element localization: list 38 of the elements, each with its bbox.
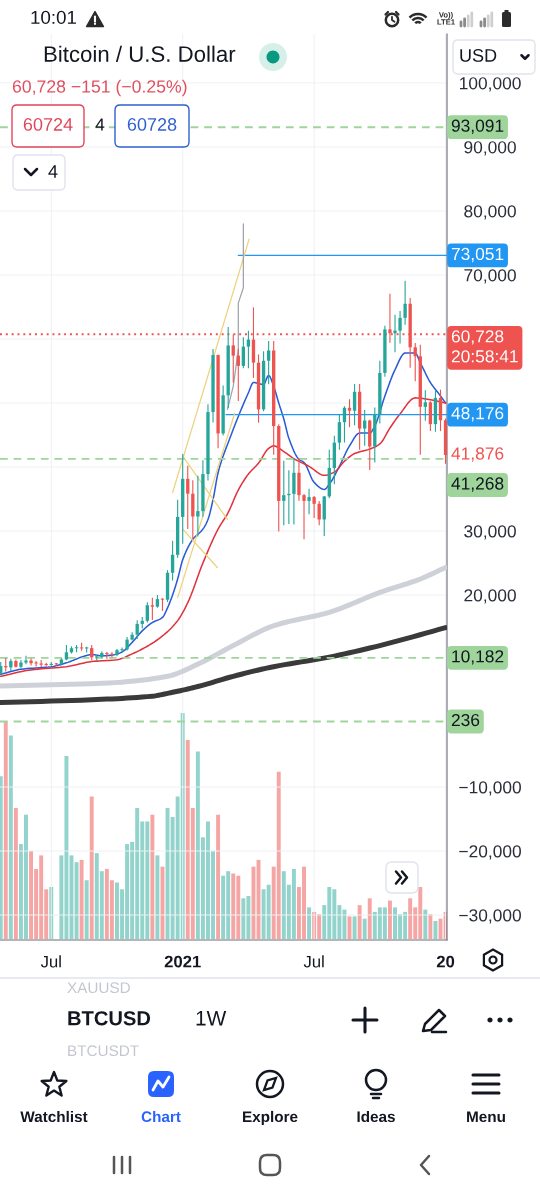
y-tick-label: 70,000 bbox=[464, 269, 516, 284]
y-tick-label: 20,000 bbox=[464, 589, 516, 604]
chart-title: Bitcoin / U.S. Dollar bbox=[44, 45, 236, 62]
y-tick-label: 80,000 bbox=[464, 205, 516, 220]
text: Chart bbox=[141, 1110, 181, 1123]
text: Menu bbox=[467, 1111, 505, 1123]
ref-line-label: 236 bbox=[451, 713, 480, 727]
annotation: 4 bbox=[48, 165, 58, 178]
text: USD bbox=[460, 49, 497, 62]
x-tick-label: Jul bbox=[303, 955, 324, 968]
text: Explore bbox=[243, 1110, 298, 1126]
text: 10:01 bbox=[31, 10, 77, 25]
text: Ideas bbox=[357, 1110, 395, 1123]
y-tick-label: −20,000 bbox=[459, 845, 521, 860]
ref-line-label: 10,182 bbox=[452, 650, 504, 665]
text: BTCUSDT bbox=[68, 1045, 139, 1057]
annotation: 41,876 bbox=[451, 447, 504, 462]
x-tick-label: 20 bbox=[436, 955, 455, 968]
text: XAUUSD bbox=[67, 982, 130, 994]
text: Watchlist bbox=[20, 1110, 88, 1123]
y-tick-label: −10,000 bbox=[459, 781, 521, 796]
y-tick-label: 30,000 bbox=[464, 525, 516, 540]
ref-line-label: 60,728 20:58:41 bbox=[451, 330, 518, 363]
ref-line-label: 41,268 bbox=[451, 477, 504, 492]
annotation: 60728 bbox=[127, 118, 177, 131]
text: 60,728 −151 (−0.25%) bbox=[12, 79, 187, 97]
data-label: 73,051 bbox=[451, 247, 504, 263]
y-tick-label: 90,000 bbox=[464, 141, 516, 156]
y-tick-label: 100,000 bbox=[460, 77, 521, 92]
data-label: 48,176 bbox=[451, 407, 504, 422]
x-tick-label: Jul bbox=[40, 955, 61, 968]
annotation: 4 bbox=[95, 118, 105, 131]
annotation: 60724 bbox=[23, 118, 73, 131]
y-tick-label: −30,000 bbox=[459, 909, 521, 924]
ref-line-label: 93,091 bbox=[451, 119, 504, 134]
text: BTCUSD bbox=[68, 1011, 151, 1026]
text: 1W bbox=[196, 1011, 227, 1026]
x-tick-label: 2021 bbox=[164, 955, 201, 968]
